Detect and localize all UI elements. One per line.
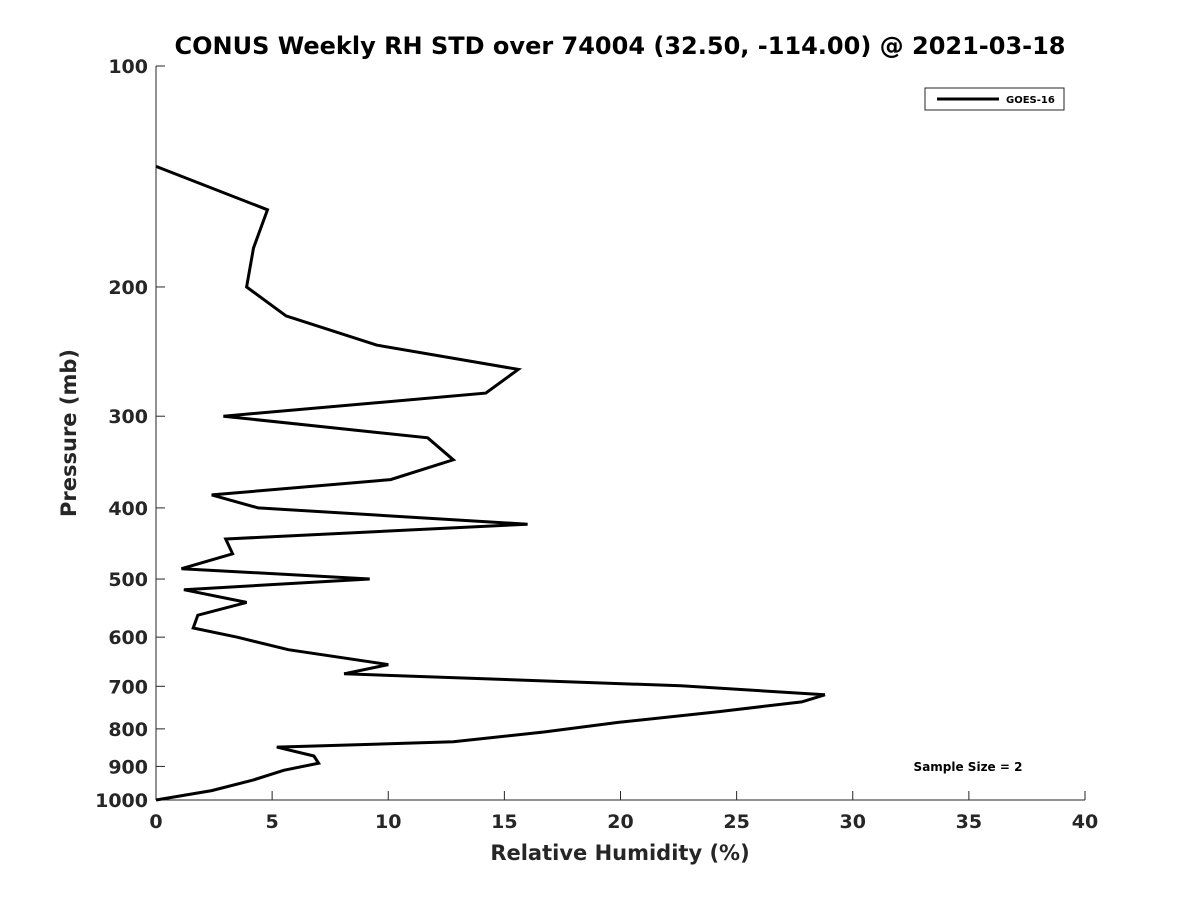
x-tick-label: 0 <box>149 811 162 833</box>
x-tick-label: 20 <box>607 811 633 833</box>
y-tick-label: 1000 <box>95 790 148 812</box>
series-group <box>155 165 826 802</box>
y-tick-label: 400 <box>108 498 148 520</box>
sample-size-annotation: Sample Size = 2 <box>914 760 1023 774</box>
x-tick-label: 15 <box>491 811 517 833</box>
x-axis-label: Relative Humidity (%) <box>490 841 749 865</box>
y-tick-label: 300 <box>108 406 148 428</box>
x-axis-ticks: 0 5 10 15 20 25 30 35 40 <box>149 791 1098 833</box>
x-tick-label: 35 <box>956 811 982 833</box>
legend: GOES-16 <box>924 87 1065 111</box>
x-tick-label: 30 <box>840 811 866 833</box>
y-tick-label: 600 <box>108 627 148 649</box>
chart-title: CONUS Weekly RH STD over 74004 (32.50, -… <box>174 32 1065 60</box>
x-tick-label: 25 <box>723 811 749 833</box>
x-tick-label: 40 <box>1072 811 1098 833</box>
y-tick-label: 900 <box>108 756 148 778</box>
y-axis-ticks: 100 200 300 400 500 600 700 800 900 1000 <box>95 56 165 812</box>
y-tick-label: 500 <box>108 569 148 591</box>
y-axis-label: Pressure (mb) <box>57 349 81 517</box>
y-tick-label: 700 <box>108 676 148 698</box>
x-tick-label: 10 <box>375 811 401 833</box>
series-line-goes-16 <box>155 165 826 802</box>
axes <box>155 66 1085 801</box>
y-tick-label: 100 <box>108 56 148 78</box>
y-tick-label: 800 <box>108 719 148 741</box>
x-tick-label: 5 <box>266 811 279 833</box>
legend-label-goes-16: GOES-16 <box>1006 95 1055 106</box>
y-tick-label: 200 <box>108 277 148 299</box>
